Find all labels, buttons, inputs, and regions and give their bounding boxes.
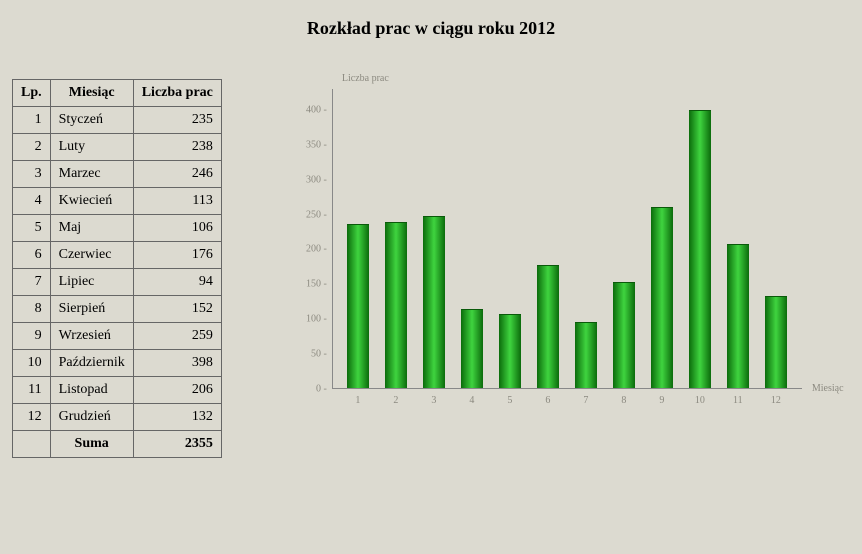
chart-bar [651,207,673,388]
chart-bar [461,309,483,388]
cell-month: Maj [50,215,133,242]
cell-count: 106 [133,215,221,242]
cell-lp: 2 [13,134,51,161]
table-sum-row: Suma2355 [13,431,222,458]
x-tick: 4 [469,395,474,406]
chart-bar [689,110,711,388]
y-tick: 0 - [297,384,327,395]
table-row: 8Sierpień152 [13,296,222,323]
page-root: Rozkład prac w ciągu roku 2012 Lp. Miesi… [0,0,862,554]
table-row: 5Maj106 [13,215,222,242]
cell-lp: 1 [13,107,51,134]
chart-bar [499,314,521,388]
x-tick: 2 [393,395,398,406]
x-tick: 5 [507,395,512,406]
table-row: 3Marzec246 [13,161,222,188]
cell-month: Czerwiec [50,242,133,269]
table-row: 6Czerwiec176 [13,242,222,269]
table-row: 1Styczeń235 [13,107,222,134]
x-axis-label: Miesiąc [812,383,844,394]
cell-count: 398 [133,350,221,377]
cell-lp: 7 [13,269,51,296]
x-tick: 8 [621,395,626,406]
cell-month: Luty [50,134,133,161]
chart-bar [727,244,749,388]
cell-lp: 3 [13,161,51,188]
chart-bar [385,222,407,388]
cell-count: 238 [133,134,221,161]
th-lp: Lp. [13,80,51,107]
cell-lp: 4 [13,188,51,215]
table-row: 4Kwiecień113 [13,188,222,215]
x-tick: 12 [771,395,781,406]
y-tick: 150 - [297,279,327,290]
plot-area: 0 -50 -100 -150 -200 -250 -300 -350 -400… [332,89,802,389]
table-row: 12Grudzień132 [13,404,222,431]
content-row: Lp. Miesiąc Liczba prac 1Styczeń2352Luty… [0,79,862,458]
cell-count: 152 [133,296,221,323]
bar-chart: Liczba prac 0 -50 -100 -150 -200 -250 -3… [292,79,862,419]
chart-bar [537,265,559,388]
y-tick: 300 - [297,174,327,185]
table-row: 10Październik398 [13,350,222,377]
cell-month: Styczeń [50,107,133,134]
x-tick: 3 [431,395,436,406]
cell-month: Lipiec [50,269,133,296]
cell-sum-blank [13,431,51,458]
x-tick: 10 [695,395,705,406]
page-title: Rozkład prac w ciągu roku 2012 [0,0,862,39]
y-tick: 250 - [297,209,327,220]
table-row: 2Luty238 [13,134,222,161]
cell-month: Grudzień [50,404,133,431]
x-tick: 6 [545,395,550,406]
cell-lp: 9 [13,323,51,350]
chart-bar [613,282,635,388]
cell-count: 246 [133,161,221,188]
th-count: Liczba prac [133,80,221,107]
y-tick: 50 - [297,349,327,360]
x-tick: 11 [733,395,743,406]
data-table: Lp. Miesiąc Liczba prac 1Styczeń2352Luty… [12,79,222,458]
cell-month: Październik [50,350,133,377]
y-tick: 400 - [297,104,327,115]
cell-month: Wrzesień [50,323,133,350]
x-tick: 1 [355,395,360,406]
table-header-row: Lp. Miesiąc Liczba prac [13,80,222,107]
table-row: 7Lipiec94 [13,269,222,296]
x-tick: 7 [583,395,588,406]
chart-bar [575,322,597,388]
table-body: 1Styczeń2352Luty2383Marzec2464Kwiecień11… [13,107,222,458]
y-tick: 200 - [297,244,327,255]
y-tick: 350 - [297,139,327,150]
cell-count: 206 [133,377,221,404]
x-tick: 9 [659,395,664,406]
cell-count: 235 [133,107,221,134]
cell-lp: 5 [13,215,51,242]
cell-count: 113 [133,188,221,215]
table-row: 11Listopad206 [13,377,222,404]
chart-bar [765,296,787,388]
cell-month: Marzec [50,161,133,188]
cell-lp: 8 [13,296,51,323]
cell-month: Listopad [50,377,133,404]
y-tick: 100 - [297,314,327,325]
cell-lp: 10 [13,350,51,377]
cell-lp: 11 [13,377,51,404]
chart-bar [347,224,369,388]
table-row: 9Wrzesień259 [13,323,222,350]
cell-count: 132 [133,404,221,431]
cell-sum-value: 2355 [133,431,221,458]
cell-count: 176 [133,242,221,269]
cell-lp: 6 [13,242,51,269]
cell-month: Sierpień [50,296,133,323]
cell-lp: 12 [13,404,51,431]
cell-count: 259 [133,323,221,350]
cell-sum-label: Suma [50,431,133,458]
y-axis-label: Liczba prac [342,73,389,84]
cell-month: Kwiecień [50,188,133,215]
chart-container: Liczba prac 0 -50 -100 -150 -200 -250 -3… [292,79,862,419]
th-month: Miesiąc [50,80,133,107]
cell-count: 94 [133,269,221,296]
chart-bar [423,216,445,388]
